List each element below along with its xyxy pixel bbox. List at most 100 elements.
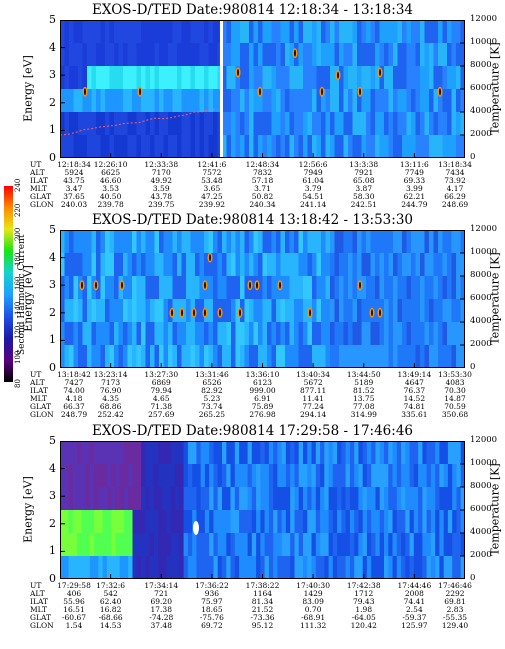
- spectrogram-cell: [303, 112, 309, 136]
- y-tick-label: 2: [49, 305, 56, 319]
- ephemeris-value: 1712: [354, 589, 374, 598]
- spectrogram-cell: [249, 112, 255, 136]
- spectrogram-cell: [392, 510, 398, 534]
- spectrogram-cell: [115, 441, 121, 465]
- spectrogram-cell: [96, 43, 102, 67]
- spectrogram-cell: [78, 43, 84, 67]
- spectrogram-cell: [393, 276, 399, 300]
- spectrogram-cell: [343, 230, 349, 254]
- spectrogram-cell: [235, 43, 241, 67]
- spectrogram-cell: [91, 253, 97, 277]
- spectrogram-cell: [281, 533, 287, 557]
- spectrogram-cell: [94, 441, 99, 465]
- spectrogram-cell: [260, 441, 266, 465]
- spectrogram-cell: [384, 299, 390, 323]
- spectrogram-cell: [64, 533, 70, 557]
- spectrogram-cell: [249, 322, 255, 346]
- spectrogram-cell: [316, 43, 322, 67]
- spectrogram-cell: [334, 253, 340, 277]
- spectrogram-cell: [276, 135, 282, 158]
- spectrogram-cell: [303, 253, 309, 277]
- ephemeris-value: 12:18:34: [57, 160, 91, 169]
- spectrogram-cell: [396, 441, 402, 465]
- spectrogram-cell: [132, 464, 138, 488]
- spectrogram-cell: [280, 230, 286, 254]
- spectrogram-cell: [409, 556, 415, 579]
- spectrogram-cell: [100, 345, 106, 368]
- spectrogram-cell: [186, 66, 192, 90]
- spectrogram-cell: [187, 510, 193, 534]
- spectrogram-cell: [447, 299, 453, 323]
- spectrogram-cell: [415, 112, 421, 136]
- spectrogram-cell: [312, 345, 318, 368]
- spectrogram-cell: [177, 230, 183, 254]
- spectrogram-cell: [262, 112, 268, 136]
- spectrogram-cell: [375, 89, 381, 113]
- spectrogram-cell: [258, 345, 264, 368]
- spectrogram-cell: [442, 43, 448, 67]
- spectrogram-cell: [330, 345, 336, 368]
- signal-blob: [279, 281, 281, 289]
- spectrogram-cell: [375, 299, 381, 323]
- spectrogram-cell: [163, 299, 169, 323]
- spectrogram-cell: [352, 253, 358, 277]
- spectrogram-cell: [123, 487, 129, 511]
- ephemeris-value: 13.75: [353, 394, 375, 403]
- ephemeris-value: 2008: [404, 589, 424, 598]
- spectrogram-cell: [149, 510, 155, 534]
- spectrogram-cell: [154, 322, 160, 346]
- spectrogram-cell: [177, 43, 183, 67]
- spectrogram-cell: [186, 322, 192, 346]
- spectrogram-cell: [271, 89, 277, 113]
- spectrogram-cell: [422, 533, 428, 557]
- ephemeris-row-label: MLT: [30, 184, 48, 193]
- spectrogram-cell: [397, 112, 403, 136]
- spectrogram-cell: [280, 20, 286, 44]
- spectrogram-cell: [379, 487, 385, 511]
- y2-tick-label: 2000: [470, 339, 492, 349]
- spectrogram-cell: [168, 20, 174, 44]
- signal-blob: [204, 281, 206, 289]
- spectrogram-cell: [447, 345, 453, 368]
- spectrogram-cell: [435, 487, 441, 511]
- signal-blob: [309, 309, 311, 317]
- spectrogram-cell: [384, 230, 390, 254]
- spectrogram-cell: [196, 556, 202, 579]
- spectrogram-cell: [379, 464, 385, 488]
- spectrogram-cell: [451, 230, 457, 254]
- spectrogram-cell: [420, 43, 426, 67]
- spectrogram-cell: [375, 66, 381, 90]
- ephemeris-value: 5672: [303, 378, 323, 387]
- spectrogram-cell: [429, 20, 435, 44]
- spectrogram-cell: [324, 556, 330, 579]
- spectrogram-cell: [186, 135, 192, 158]
- spectrogram-cell: [280, 253, 286, 277]
- spectrogram-cell: [439, 487, 445, 511]
- spectrogram-cell: [226, 230, 232, 254]
- spectrogram-cell: [199, 322, 205, 346]
- spectrogram-cell: [141, 441, 146, 465]
- ephemeris-value: 13:44:50: [346, 370, 381, 379]
- spectrogram-plot: [60, 230, 465, 368]
- ephemeris-value: 16.51: [63, 605, 85, 614]
- spectrogram-cell: [298, 464, 304, 488]
- spectrogram-cell: [132, 322, 138, 346]
- spectrogram-cell: [345, 441, 351, 465]
- spectrogram-cell: [303, 510, 308, 534]
- spectrogram-cell: [256, 441, 261, 465]
- spectrogram-cell: [388, 556, 394, 579]
- ephemeris-value: 7949: [303, 168, 323, 177]
- spectrogram-cell: [244, 112, 250, 136]
- spectrogram-cell: [105, 89, 111, 113]
- spectrogram-cell: [123, 533, 129, 557]
- ephemeris-value: 12:26:10: [93, 160, 128, 169]
- spectrogram-cell: [240, 253, 246, 277]
- signal-blob: [81, 281, 83, 289]
- spectrogram-cell: [149, 441, 155, 465]
- spectrogram-cell: [100, 299, 106, 323]
- y2-tick-label: 6000: [470, 504, 492, 514]
- signal-blob: [193, 520, 199, 535]
- spectrogram-cell: [401, 533, 406, 557]
- spectrogram-cell: [258, 299, 264, 323]
- spectrogram-cell: [199, 20, 205, 44]
